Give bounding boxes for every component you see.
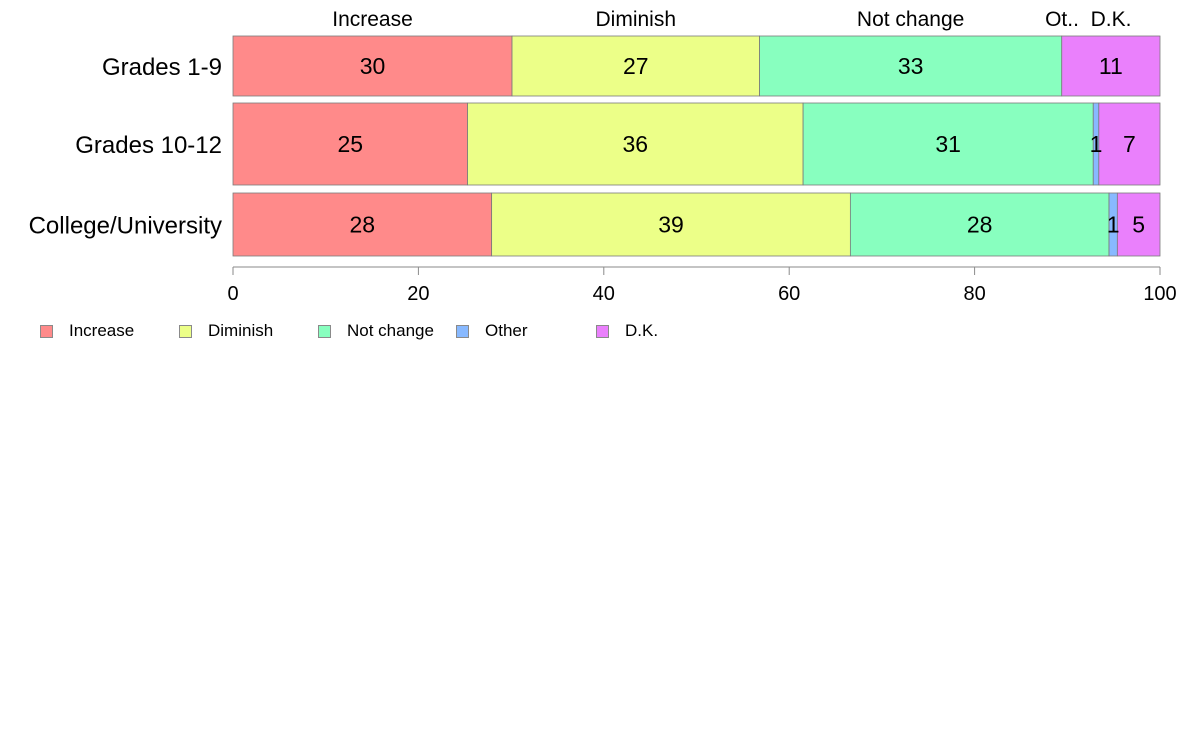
legend-item-d-k: D.K. (596, 320, 658, 342)
x-tick-label: 40 (593, 283, 615, 305)
legend-label: Not change (347, 321, 434, 340)
data-label: 28 (967, 212, 993, 238)
legend-label: D.K. (625, 321, 659, 340)
legend-label: Other (485, 321, 528, 340)
top-label-d-k: D.K. (1091, 8, 1132, 31)
bar-d-k-grades-10-12 (1098, 102, 1161, 186)
x-tick-label: 80 (963, 283, 985, 305)
bar-diminish-grades-1-9 (511, 35, 760, 97)
data-label: 36 (623, 131, 649, 157)
category-label: College/University (29, 213, 222, 240)
data-label: 33 (898, 53, 924, 79)
data-label: 1 (1107, 212, 1120, 238)
legend-item-other: Other (456, 320, 528, 342)
category-label: Grades 10-12 (75, 132, 222, 159)
data-label: 27 (623, 53, 649, 79)
data-label: 7 (1123, 131, 1136, 157)
top-label-increase: Increase (332, 8, 413, 31)
bars (232, 35, 1161, 257)
data-label: 5 (1132, 212, 1145, 238)
data-label: 30 (360, 53, 386, 79)
x-tick-label: 0 (227, 283, 238, 305)
data-label: 11 (1099, 53, 1123, 79)
legend-item-increase: Increase (40, 320, 134, 342)
category-labels: Grades 1-9 Grades 10-12 College/University (29, 54, 222, 240)
data-label: 31 (935, 131, 961, 157)
bar-diminish-college-university (491, 192, 851, 257)
data-label: 28 (350, 212, 376, 238)
bar-increase-grades-10-12 (232, 102, 468, 186)
legend-swatch (456, 324, 469, 338)
top-label-not-change: Not change (857, 8, 964, 31)
data-label: 25 (337, 131, 363, 157)
category-label: Grades 1-9 (102, 54, 222, 81)
bar-diminish-grades-10-12 (467, 102, 804, 186)
bar-not-change-grades-1-9 (759, 35, 1063, 97)
legend-swatch (40, 324, 53, 338)
bar-d-k-college-university (1116, 192, 1161, 257)
top-labels: Increase Diminish Not change Ot.. D.K. (332, 8, 1131, 31)
bar-not-change-grades-10-12 (802, 102, 1094, 186)
bar-increase-grades-1-9 (232, 35, 513, 97)
x-tick-label: 60 (778, 283, 800, 305)
legend-item-diminish: Diminish (179, 320, 273, 342)
data-label: 39 (658, 212, 684, 238)
legend-swatch (596, 324, 609, 338)
bar-d-k-grades-1-9 (1061, 35, 1161, 97)
legend-label: Diminish (208, 321, 274, 340)
legend-item-not-change: Not change (318, 320, 434, 342)
top-label-other: Ot.. (1045, 8, 1079, 31)
bar-increase-college-university (232, 192, 493, 257)
x-axis: 0 20 40 60 80 100 (227, 266, 1177, 305)
bar-not-change-college-university (849, 192, 1110, 257)
data-label: 1 (1090, 131, 1103, 157)
x-tick-label: 100 (1143, 283, 1176, 305)
top-label-diminish: Diminish (596, 8, 677, 31)
x-tick-label: 20 (407, 283, 429, 305)
legend-swatch (318, 324, 331, 338)
legend-label: Increase (69, 321, 135, 340)
legend-swatch (179, 324, 192, 338)
